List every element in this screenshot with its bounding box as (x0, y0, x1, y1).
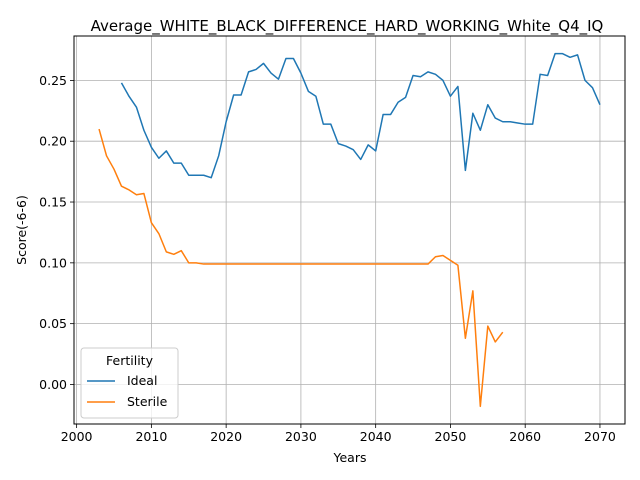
y-tick-label: 0.20 (39, 134, 67, 149)
y-tick-label: 0.25 (39, 73, 67, 88)
x-tick-label: 2020 (210, 429, 242, 444)
x-axis-ticks: 2000 2010 2020 2030 2040 2050 2060 2070 (61, 424, 616, 444)
y-tick-label: 0.15 (39, 195, 67, 210)
x-tick-label: 2000 (61, 429, 93, 444)
series-lines (98, 52, 601, 408)
chart-title: Average_WHITE_BLACK_DIFFERENCE_HARD_WORK… (91, 17, 604, 36)
y-tick-label: 0.00 (39, 377, 67, 392)
x-tick-label: 2050 (435, 429, 467, 444)
series-line-ideal (120, 52, 601, 179)
x-tick-label: 2040 (360, 429, 392, 444)
y-tick-label: 0.10 (39, 255, 67, 270)
x-tick-label: 2060 (509, 429, 541, 444)
legend-title: Fertility (106, 353, 154, 368)
x-tick-label: 2070 (584, 429, 616, 444)
legend-box (80, 347, 179, 419)
y-axis-label: Score(-6-6) (14, 195, 29, 265)
x-tick-label: 2010 (135, 429, 167, 444)
legend-label-sterile: Sterile (127, 394, 168, 409)
x-axis-label: Years (333, 450, 367, 465)
legend: Fertility Ideal Sterile (80, 347, 179, 419)
y-tick-label: 0.05 (39, 316, 67, 331)
x-tick-label: 2030 (285, 429, 317, 444)
y-axis-ticks: 0.00 0.05 0.10 0.15 0.20 0.25 (39, 73, 74, 392)
series-line-sterile (98, 128, 504, 408)
plot-area-frame (73, 35, 626, 425)
legend-label-ideal: Ideal (127, 373, 157, 388)
